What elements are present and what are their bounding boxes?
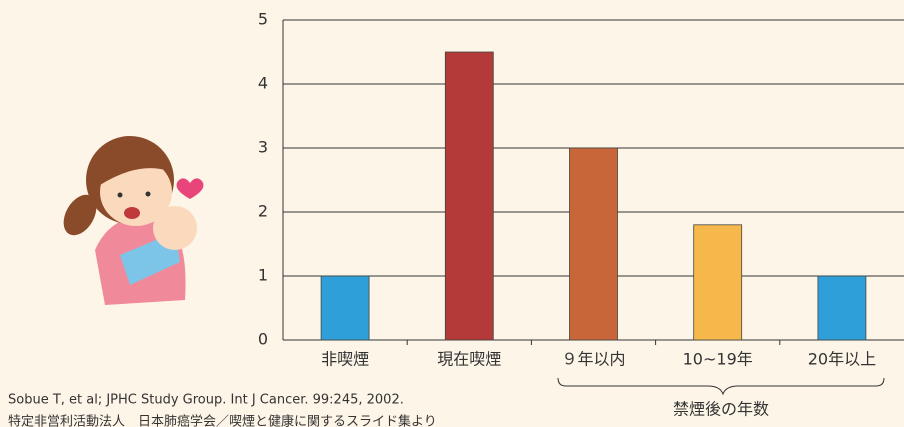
source-line: Sobue T, et al; JPHC Study Group. Int J … (8, 393, 404, 408)
ponytail (63, 194, 97, 236)
illustration (63, 136, 204, 305)
bar (817, 275, 867, 341)
y-tick-label: 4 (258, 74, 268, 93)
x-tick-label: 20年以上 (808, 350, 876, 369)
bar (320, 275, 370, 341)
baby-head (153, 206, 197, 250)
bangs (96, 156, 172, 185)
mouth (124, 207, 140, 219)
y-tick-label: 2 (258, 202, 268, 221)
y-tick-label: 0 (258, 330, 268, 349)
x-tick-label: 非喫煙 (321, 350, 369, 369)
x-tick-label: 10~19年 (683, 350, 753, 369)
x-tick-label: 現在喫煙 (437, 350, 501, 369)
eye (145, 191, 151, 197)
x-tick-label: ９年以内 (561, 350, 625, 369)
bar (444, 51, 494, 341)
group-label: 禁煙後の年数 (673, 400, 769, 419)
y-tick-label: 3 (258, 138, 268, 157)
bar (569, 147, 618, 341)
y-tick-label: 5 (258, 10, 268, 29)
eye (117, 192, 123, 198)
group-brace (557, 377, 885, 396)
source-line: 特定非営利活動法人 日本肺癌学会／喫煙と健康に関するスライド集より (8, 414, 437, 427)
y-tick-label: 1 (258, 266, 268, 285)
bar (693, 224, 743, 341)
heart (176, 178, 204, 199)
